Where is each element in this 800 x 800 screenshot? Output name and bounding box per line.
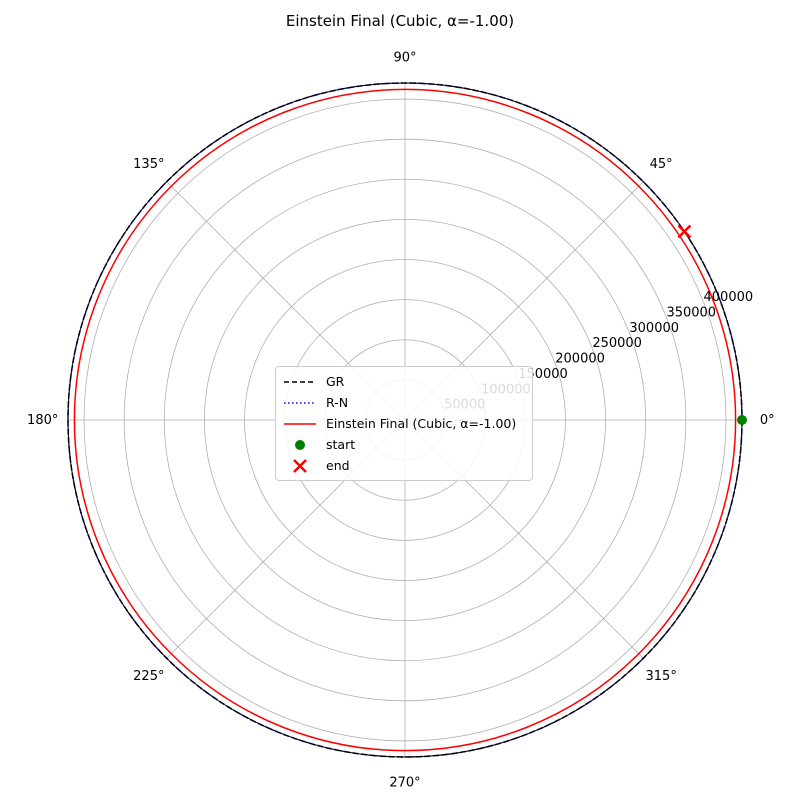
chart-title: Einstein Final (Cubic, α=-1.00) — [285, 12, 515, 30]
legend-swatch-start — [295, 439, 305, 450]
angle-tick-label: 45° — [650, 157, 673, 172]
radial-tick-label: 400000 — [704, 290, 754, 305]
legend-label-end: end — [326, 458, 350, 473]
series-line-2 — [73, 88, 737, 752]
legend-item-gr: GR — [276, 371, 532, 392]
angle-tick-label: 315° — [646, 669, 677, 684]
legend-label-rn: R-N — [326, 395, 349, 410]
legend-item-end: end — [276, 455, 532, 476]
legend-item-start: start — [276, 434, 532, 455]
legend-swatch-gr — [284, 380, 316, 383]
marker-end — [677, 224, 692, 239]
legend-label-start: start — [326, 437, 356, 452]
legend: GR R-N Einstein Final (Cubic, α=-1.00) s… — [275, 366, 533, 481]
legend-swatch-rn — [284, 401, 316, 404]
legend-swatch-einstein — [284, 422, 316, 425]
marker-start — [737, 415, 747, 425]
radial-tick-label: 250000 — [592, 336, 642, 351]
radial-tick-label: 200000 — [555, 352, 605, 367]
angle-tick-label: 225° — [133, 669, 164, 684]
angle-tick-label: 135° — [133, 157, 164, 172]
legend-label-gr: GR — [326, 374, 345, 389]
angle-tick-label: 90° — [393, 51, 416, 66]
legend-item-rn: R-N — [276, 392, 532, 413]
legend-item-einstein: Einstein Final (Cubic, α=-1.00) — [276, 413, 532, 434]
radial-tick-label: 350000 — [666, 306, 716, 321]
legend-swatch-end — [293, 458, 307, 473]
marker-layer — [677, 224, 747, 425]
angle-tick-label: 180° — [27, 413, 58, 428]
legend-label-einstein: Einstein Final (Cubic, α=-1.00) — [326, 416, 517, 431]
angle-tick-label: 0° — [760, 413, 775, 428]
angle-tick-label: 270° — [389, 775, 420, 790]
radial-tick-label: 300000 — [629, 321, 679, 336]
